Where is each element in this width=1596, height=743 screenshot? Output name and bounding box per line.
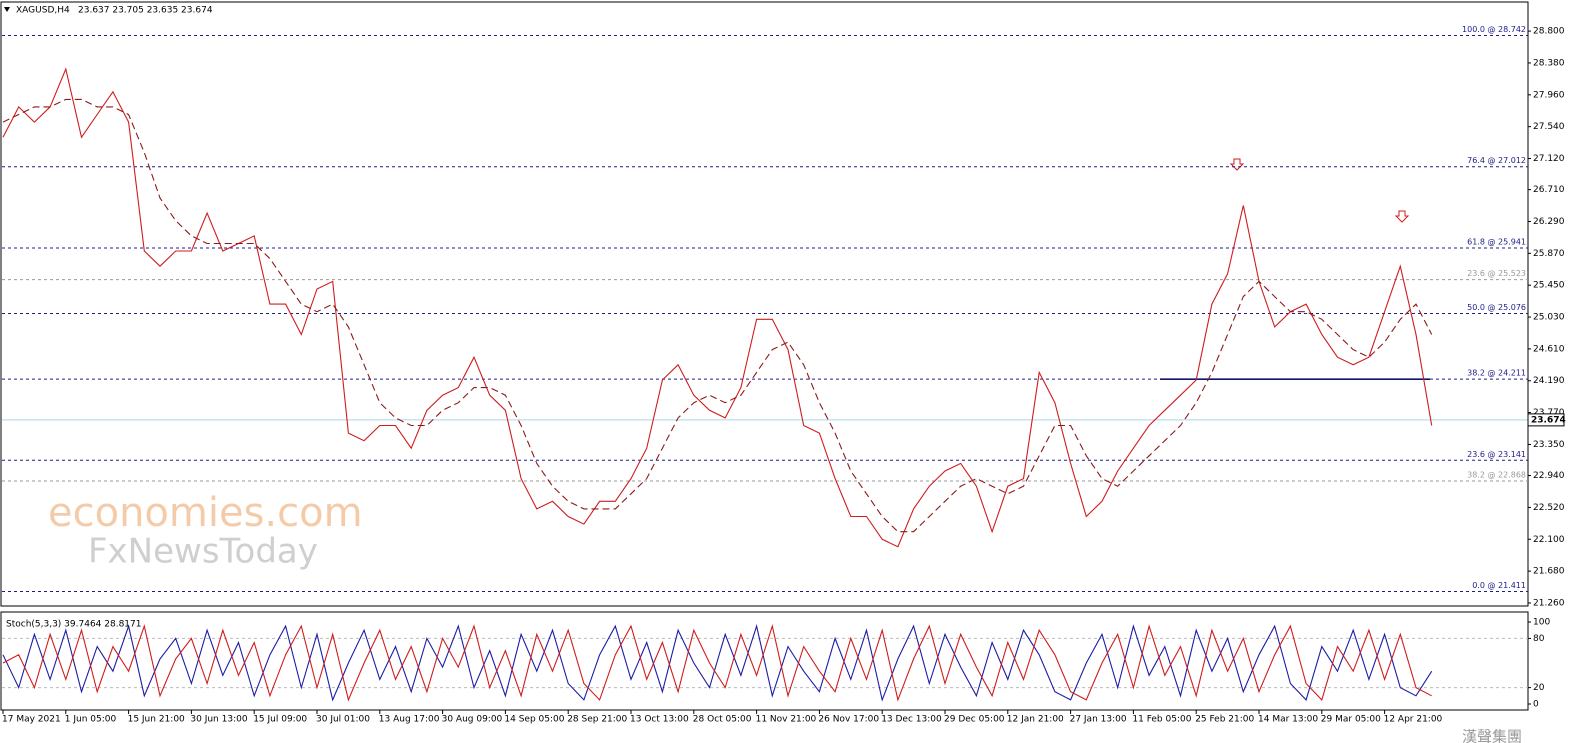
series-line [2, 67, 1433, 548]
fib-label: 50.0 @ 25.076 [1467, 303, 1526, 312]
y-tick-label: 24.190 [1533, 376, 1565, 386]
x-tick-label: 25 Feb 21:00 [1195, 715, 1254, 725]
y-tick-label: 27.120 [1533, 154, 1565, 164]
y-tick-label: 20 [1533, 683, 1545, 693]
x-tick-label: 13 Oct 13:00 [630, 715, 689, 725]
x-tick-label: 15 Jun 21:00 [128, 715, 185, 725]
x-tick-label: 29 Dec 05:00 [944, 715, 1005, 725]
y-tick-label: 100 [1533, 618, 1550, 628]
symbol: XAGUSD,H4 [16, 6, 70, 16]
y-tick-label: 21.260 [1533, 598, 1565, 608]
x-tick-label: 11 Nov 21:00 [756, 715, 817, 725]
panel-title: Stoch(5,3,3) 39.7464 28.8171 [6, 620, 141, 630]
x-tick-label: 13 Aug 17:00 [379, 715, 440, 725]
x-tick-label: 28 Sep 21:00 [567, 715, 627, 725]
last-price-label: 23.674 [1531, 415, 1566, 425]
fib-label: 100.0 @ 28.742 [1462, 25, 1526, 34]
x-tick-label: 13 Dec 13:00 [881, 715, 942, 725]
fib-label: 38.2 @ 22.868 [1467, 471, 1526, 480]
x-tick-label: 17 May 2021 [2, 715, 61, 725]
y-tick-label: 27.540 [1533, 122, 1565, 132]
y-tick-label: 24.610 [1533, 344, 1565, 354]
watermark-brand: economies.com [48, 490, 363, 536]
x-tick-label: 27 Jan 13:00 [1070, 715, 1127, 725]
y-tick-label: 25.030 [1533, 313, 1565, 323]
x-tick-label: 11 Feb 05:00 [1132, 715, 1191, 725]
last-price-box [1527, 413, 1565, 427]
x-tick-label: 14 Sep 05:00 [504, 715, 564, 725]
price-panel [0, 1, 1529, 607]
peak-arrow [1394, 210, 1410, 223]
fib-label: 76.4 @ 27.012 [1467, 156, 1526, 165]
y-tick-label: 80 [1533, 634, 1545, 644]
x-tick-label: 15 Jul 09:00 [253, 715, 307, 725]
x-tick-label: 26 Nov 17:00 [818, 715, 879, 725]
y-tick-label: 26.710 [1533, 185, 1565, 195]
y-tick-label: 28.800 [1533, 27, 1565, 37]
series-line [2, 98, 1433, 533]
watermark-corner: 漢聲集團 [1462, 728, 1522, 743]
y-tick-label: 25.870 [1533, 249, 1565, 259]
x-tick-label: 30 Jul 01:00 [316, 715, 370, 725]
peak-arrow [1229, 158, 1245, 171]
y-tick-label: 26.290 [1533, 217, 1565, 227]
x-tick-label: 14 Mar 13:00 [1258, 715, 1318, 725]
fib-label: 23.6 @ 25.523 [1467, 269, 1526, 278]
series-line [2, 624, 1433, 702]
y-tick-label: 23.350 [1533, 440, 1565, 450]
x-tick-label: 12 Jan 21:00 [1007, 715, 1064, 725]
menu-arrow [4, 7, 10, 12]
quote: 23.637 23.705 23.635 23.674 [78, 6, 213, 16]
x-tick-label: 29 Mar 05:00 [1321, 715, 1381, 725]
y-tick-label: 27.960 [1533, 90, 1565, 100]
x-tick-label: 12 Apr 21:00 [1384, 715, 1443, 725]
fib-label: 38.2 @ 24.211 [1467, 369, 1526, 378]
fib-label: 61.8 @ 25.941 [1467, 237, 1526, 246]
y-tick-label: 22.940 [1533, 471, 1565, 481]
y-tick-label: 22.100 [1533, 535, 1565, 545]
y-tick-label: 23.770 [1533, 408, 1565, 418]
y-tick-label: 25.450 [1533, 281, 1565, 291]
fib-label: 23.6 @ 23.141 [1467, 450, 1526, 459]
x-tick-label: 1 Jun 05:00 [65, 715, 117, 725]
y-tick-label: 0 [1533, 700, 1539, 710]
fib-label: 0.0 @ 21.411 [1472, 581, 1526, 590]
x-tick-label: 30 Aug 09:00 [442, 715, 503, 725]
y-tick-label: 28.380 [1533, 58, 1565, 68]
y-tick-label: 22.520 [1533, 503, 1565, 513]
x-tick-label: 30 Jun 13:00 [190, 715, 247, 725]
y-tick-label: 21.680 [1533, 567, 1565, 577]
watermark-sub: FxNewsToday [88, 532, 318, 572]
x-tick-label: 28 Oct 05:00 [693, 715, 752, 725]
series-line [2, 624, 1432, 702]
stoch-panel [0, 611, 1529, 711]
